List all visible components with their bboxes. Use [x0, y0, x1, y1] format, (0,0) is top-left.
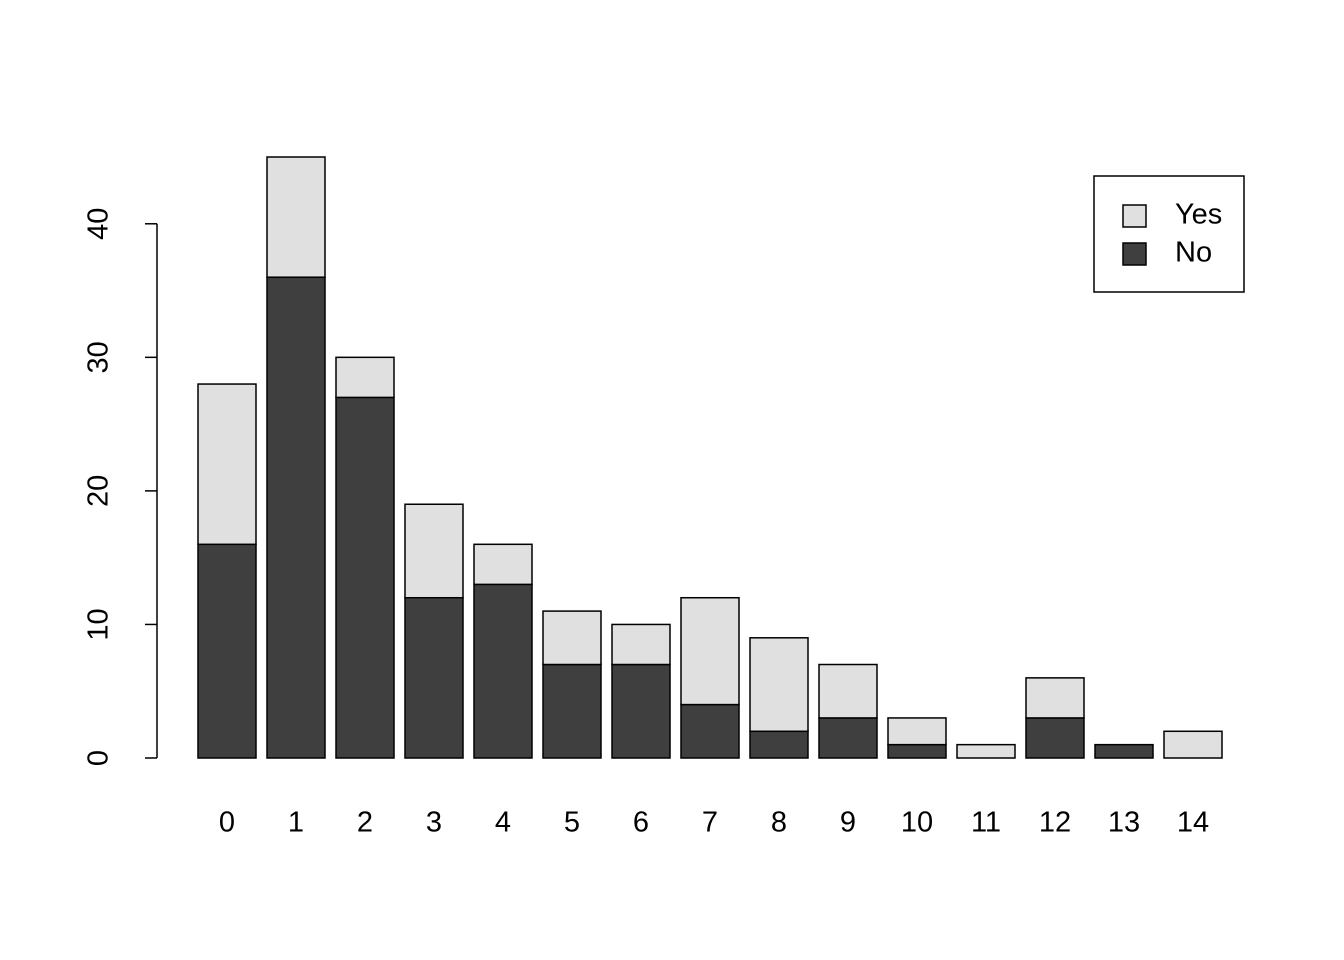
bar-segment: [887, 743, 947, 759]
bar-segment: [611, 623, 671, 666]
legend-box: [1093, 175, 1245, 293]
bar-segment: [542, 663, 602, 759]
bar-segment: [818, 717, 878, 759]
bar-segment: [473, 583, 533, 759]
bar-segment: [197, 383, 257, 546]
bar-segment: [1163, 730, 1223, 759]
bar-segment: [542, 610, 602, 666]
x-tick-label: 6: [633, 807, 649, 839]
bar-segment: [818, 663, 878, 719]
y-tick-label: 20: [83, 475, 115, 507]
legend-swatch: [1122, 204, 1147, 228]
x-tick-label: 12: [1039, 807, 1071, 839]
bar-segment: [266, 156, 326, 278]
x-tick-label: 11: [971, 807, 1001, 839]
bar-segment: [473, 543, 533, 586]
bar-segment: [266, 276, 326, 759]
legend-label: No: [1175, 237, 1212, 269]
x-tick-label: 13: [1108, 807, 1140, 839]
x-tick-label: 7: [702, 807, 718, 839]
bar-segment: [404, 503, 464, 599]
bar-segment: [611, 663, 671, 759]
y-tick-label: 40: [83, 208, 115, 240]
bar-segment: [1025, 677, 1085, 719]
bar-segment: [335, 356, 395, 399]
bar-segment: [680, 703, 740, 759]
y-tick-label: 0: [83, 750, 115, 766]
y-tick-label: 30: [83, 341, 115, 373]
legend-swatch: [1122, 242, 1147, 266]
bar-segment: [749, 637, 809, 733]
bar-segment: [335, 396, 395, 759]
x-tick-label: 14: [1177, 807, 1209, 839]
x-tick-label: 8: [771, 807, 787, 839]
x-tick-label: 4: [495, 807, 511, 839]
x-tick-label: 5: [564, 807, 580, 839]
bar-segment: [197, 543, 257, 759]
x-tick-label: 1: [288, 807, 304, 839]
y-tick-label: 10: [83, 608, 115, 640]
bar-segment: [1025, 717, 1085, 759]
x-tick-label: 2: [357, 807, 373, 839]
x-tick-label: 9: [840, 807, 856, 839]
x-tick-label: 10: [901, 807, 933, 839]
bar-segment: [956, 743, 1016, 759]
x-tick-label: 0: [219, 807, 235, 839]
x-tick-label: 3: [426, 807, 442, 839]
bar-segment: [749, 730, 809, 759]
bar-segment: [1094, 743, 1154, 759]
bar-segment: [680, 596, 740, 706]
bar-segment: [404, 596, 464, 759]
legend-label: Yes: [1175, 199, 1222, 231]
bar-segment: [887, 717, 947, 746]
